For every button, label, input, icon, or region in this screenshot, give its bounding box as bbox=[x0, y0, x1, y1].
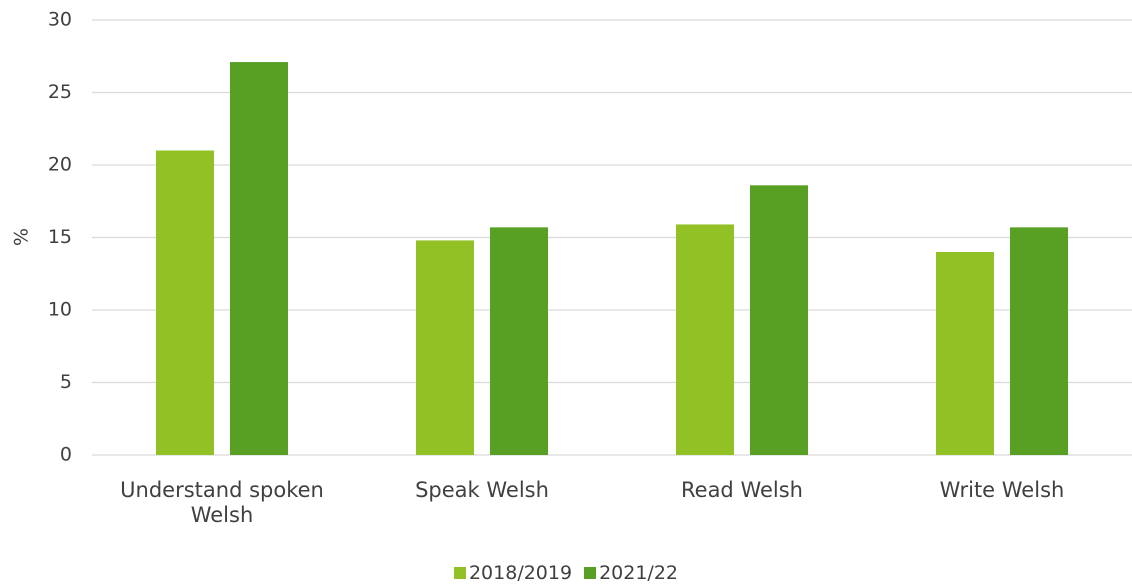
legend-label: 2018/2019 bbox=[468, 562, 573, 584]
y-axis-label: % bbox=[11, 228, 33, 246]
y-tick-label: 20 bbox=[48, 154, 72, 176]
bar bbox=[156, 150, 214, 455]
legend: 2018/2019 2021/22 bbox=[0, 562, 1132, 584]
bar bbox=[230, 62, 288, 456]
x-tick-label: Speak Welsh bbox=[415, 478, 549, 502]
bar bbox=[936, 252, 994, 455]
legend-item: 2018/2019 bbox=[453, 562, 573, 584]
y-tick-label: 15 bbox=[48, 226, 72, 248]
y-tick-label: 0 bbox=[60, 444, 72, 466]
y-tick-label: 25 bbox=[48, 81, 72, 103]
legend-swatch bbox=[584, 567, 597, 579]
y-tick-label: 30 bbox=[48, 9, 72, 31]
y-tick-label: 10 bbox=[48, 299, 72, 321]
x-tick-label: Write Welsh bbox=[939, 478, 1065, 502]
legend-item: 2021/22 bbox=[584, 562, 678, 584]
x-tick-label: Understand spoken Welsh bbox=[120, 478, 324, 527]
x-tick-label: Read Welsh bbox=[681, 478, 803, 502]
bar bbox=[416, 240, 474, 455]
bar bbox=[490, 227, 548, 455]
legend-label: 2021/22 bbox=[599, 562, 679, 584]
y-tick-label: 5 bbox=[60, 371, 72, 393]
legend-swatch bbox=[453, 567, 466, 579]
bar bbox=[676, 224, 734, 455]
bar bbox=[750, 185, 808, 456]
bar bbox=[1010, 227, 1068, 455]
